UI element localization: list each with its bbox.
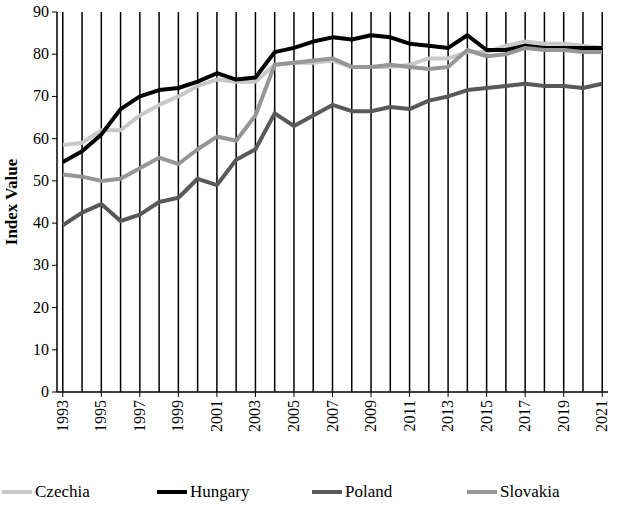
grid-line — [351, 12, 353, 392]
grid-line — [524, 12, 526, 392]
plot-area — [63, 35, 602, 225]
y-tick — [52, 307, 57, 308]
x-tick — [525, 392, 526, 397]
y-tick — [52, 392, 57, 393]
y-tick — [52, 54, 57, 55]
x-tick-label: 2011 — [401, 400, 418, 431]
y-tick-label: 20 — [33, 299, 49, 316]
grid-line — [467, 12, 469, 392]
legend-swatch — [312, 490, 342, 494]
x-tick — [409, 392, 410, 397]
x-tick — [448, 392, 449, 397]
y-tick-label: 0 — [41, 383, 49, 400]
grid-line — [101, 12, 103, 392]
grid-line — [390, 12, 392, 392]
series-line — [63, 35, 602, 162]
y-axis — [56, 12, 58, 392]
grid-line — [370, 12, 372, 392]
x-tick-label: 2015 — [478, 400, 495, 432]
x-tick — [563, 392, 564, 397]
y-tick-label: 70 — [33, 87, 49, 104]
grid-line — [216, 12, 218, 392]
y-tick — [52, 349, 57, 350]
x-tick-label: 2019 — [555, 400, 572, 432]
x-tick-label: 2003 — [246, 400, 263, 432]
x-tick-label: 2009 — [362, 400, 379, 432]
x-tick-label: 1997 — [131, 400, 148, 432]
legend-swatch — [2, 490, 32, 494]
x-tick-label: 2021 — [593, 400, 610, 432]
grid-line — [447, 12, 449, 392]
x-tick — [216, 392, 217, 397]
y-tick — [52, 138, 57, 139]
grid-line — [178, 12, 180, 392]
legend-swatch — [467, 490, 497, 494]
series-line — [63, 48, 602, 181]
x-tick — [62, 392, 63, 397]
x-tick — [255, 392, 256, 397]
x-tick-label: 2005 — [285, 400, 302, 432]
grid-line — [235, 12, 237, 392]
y-tick-label: 40 — [33, 214, 49, 231]
legend-label: Czechia — [35, 482, 90, 501]
x-tick-label: 1999 — [169, 400, 186, 432]
series-line — [63, 84, 602, 225]
x-tick — [139, 392, 140, 397]
grid-line — [293, 12, 295, 392]
x-tick-label: 1995 — [92, 400, 109, 432]
grid-line — [601, 12, 603, 392]
grid-line — [544, 12, 546, 392]
y-tick — [52, 12, 57, 13]
y-tick — [52, 180, 57, 181]
grid-line — [197, 12, 199, 392]
legend-label: Slovakia — [500, 482, 560, 501]
x-tick — [332, 392, 333, 397]
legend-label: Hungary — [190, 482, 250, 501]
y-tick — [52, 96, 57, 97]
y-axis-title: Index Value — [2, 158, 21, 245]
x-tick-label: 1993 — [54, 400, 71, 432]
x-tick — [178, 392, 179, 397]
x-tick-label: 2013 — [439, 400, 456, 432]
x-tick — [293, 392, 294, 397]
grid-line — [312, 12, 314, 392]
grid-line — [563, 12, 565, 392]
chart: 0 10 20 30 40 50 60 70 80 90 1993 1995 1997 1999 2001 2… — [0, 0, 620, 512]
x-tick-label: 2001 — [208, 400, 225, 432]
y-tick-label: 50 — [33, 172, 49, 189]
grid-line — [486, 12, 488, 392]
grid-line — [120, 12, 122, 392]
y-tick-label: 80 — [33, 45, 49, 62]
grid-line — [505, 12, 507, 392]
x-tick — [371, 392, 372, 397]
y-tick — [52, 265, 57, 266]
y-tick-label: 60 — [33, 130, 49, 147]
x-tick-label: 2007 — [324, 400, 341, 432]
legend-label: Poland — [345, 482, 393, 501]
x-tick — [602, 392, 603, 397]
grid-line — [582, 12, 584, 392]
legend-swatch — [157, 490, 187, 494]
x-tick — [486, 392, 487, 397]
grid-line — [62, 12, 64, 392]
grid-line — [409, 12, 411, 392]
y-tick — [52, 223, 57, 224]
grid-line — [139, 12, 141, 392]
grid-line — [81, 12, 83, 392]
x-tick-label: 2017 — [516, 400, 533, 432]
grid-line — [255, 12, 257, 392]
y-tick-label: 30 — [33, 256, 49, 273]
y-tick-label: 90 — [33, 3, 49, 20]
x-tick — [101, 392, 102, 397]
y-tick-label: 10 — [33, 341, 49, 358]
grid-line — [332, 12, 334, 392]
